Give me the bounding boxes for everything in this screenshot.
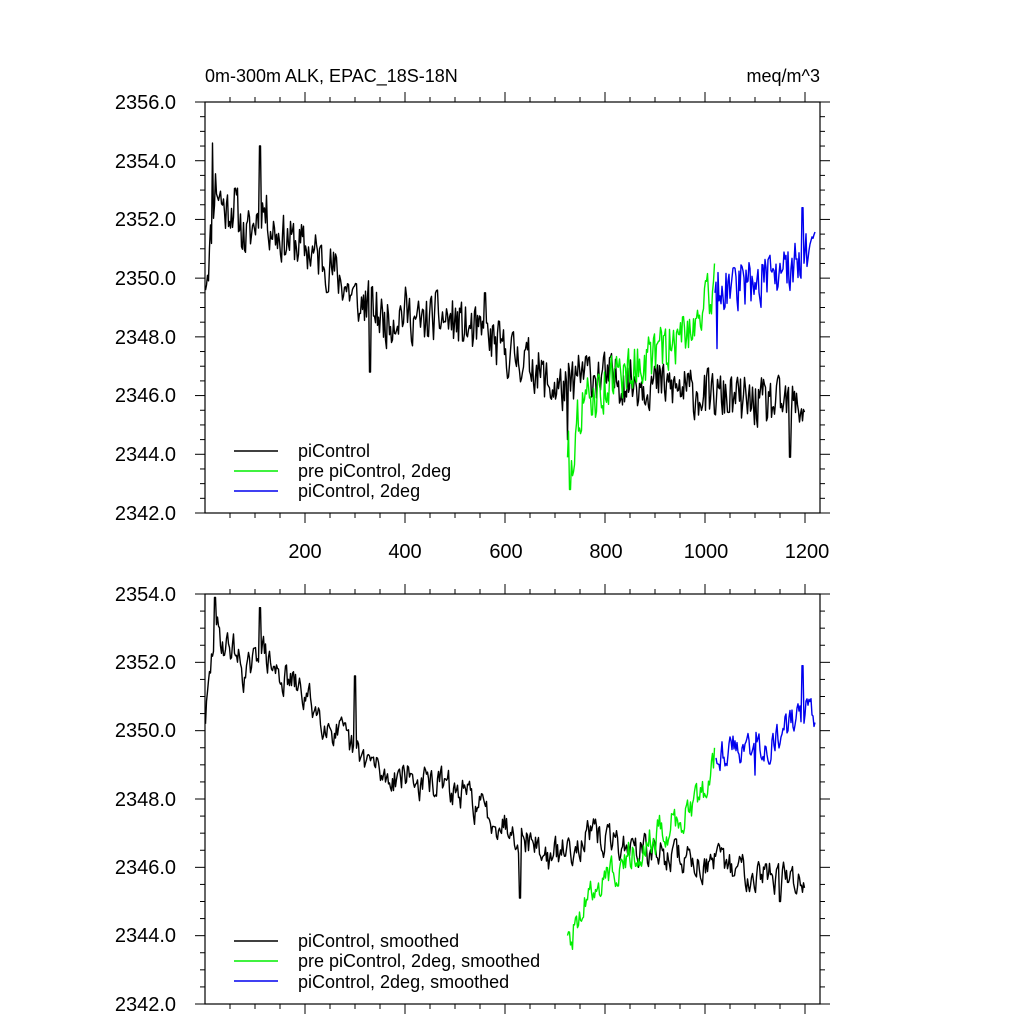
bottom-plot-frame	[204, 593, 821, 1005]
top-series-line-1	[566, 263, 716, 491]
top-x-label-4: 1000	[684, 541, 729, 563]
top-axis-ticks	[195, 92, 830, 523]
top-title: 0m-300m ALK, EPAC_18S-18N	[205, 66, 458, 87]
bottom-series-line-1	[566, 747, 716, 950]
top-y-label-3: 2348.0	[115, 327, 176, 349]
bottom-legend-label-0: piControl, smoothed	[298, 931, 459, 951]
top-x-label-0: 200	[288, 541, 321, 563]
top-x-label-1: 400	[388, 541, 421, 563]
bottom-panel: 2342.0 2344.0 2346.0 2348.0 2350.0 2352.…	[115, 584, 830, 1016]
bottom-y-label-5: 2352.0	[115, 652, 176, 674]
bottom-axis-ticks	[195, 584, 830, 1014]
bottom-legend-label-2: piControl, 2deg, smoothed	[298, 972, 509, 992]
top-x-label-5: 1200	[785, 541, 830, 563]
top-legend: piControl pre piControl, 2deg piControl,…	[234, 441, 451, 501]
top-y-label-6: 2354.0	[115, 151, 176, 173]
top-y-label-0: 2342.0	[115, 503, 176, 525]
top-units: meq/m^3	[747, 66, 820, 86]
bottom-y-label-0: 2342.0	[115, 994, 176, 1016]
top-x-tick-labels: 200 400 600 800 1000 1200	[288, 541, 829, 563]
top-y-label-7: 2356.0	[115, 92, 176, 114]
top-series-line-0	[204, 142, 806, 458]
top-y-tick-labels: 2342.0 2344.0 2346.0 2348.0 2350.0 2352.…	[115, 92, 176, 525]
top-legend-label-0: piControl	[298, 441, 370, 461]
top-legend-label-2: piControl, 2deg	[298, 481, 420, 501]
top-series-line-2	[714, 206, 816, 350]
bottom-y-tick-labels: 2342.0 2344.0 2346.0 2348.0 2350.0 2352.…	[115, 584, 176, 1016]
top-legend-label-1: pre piControl, 2deg	[298, 461, 451, 481]
top-panel: 0m-300m ALK, EPAC_18S-18N meq/m^3 2342.0…	[115, 66, 830, 563]
top-y-label-1: 2344.0	[115, 444, 176, 466]
bottom-y-label-4: 2350.0	[115, 720, 176, 742]
bottom-y-label-6: 2354.0	[115, 584, 176, 606]
top-y-label-2: 2346.0	[115, 385, 176, 407]
bottom-y-label-1: 2344.0	[115, 925, 176, 947]
top-y-label-4: 2350.0	[115, 268, 176, 290]
bottom-legend-label-1: pre piControl, 2deg, smoothed	[298, 951, 540, 971]
bottom-series-lines	[204, 596, 816, 950]
bottom-y-label-2: 2346.0	[115, 857, 176, 879]
top-x-label-2: 600	[489, 541, 522, 563]
top-plot-frame	[204, 101, 821, 514]
top-series-lines	[204, 142, 816, 491]
top-y-label-5: 2352.0	[115, 209, 176, 231]
bottom-legend: piControl, smoothed pre piControl, 2deg,…	[234, 931, 540, 992]
top-x-label-3: 800	[589, 541, 622, 563]
bottom-series-line-2	[715, 665, 816, 776]
bottom-series-line-0	[204, 596, 806, 903]
bottom-y-label-3: 2348.0	[115, 789, 176, 811]
